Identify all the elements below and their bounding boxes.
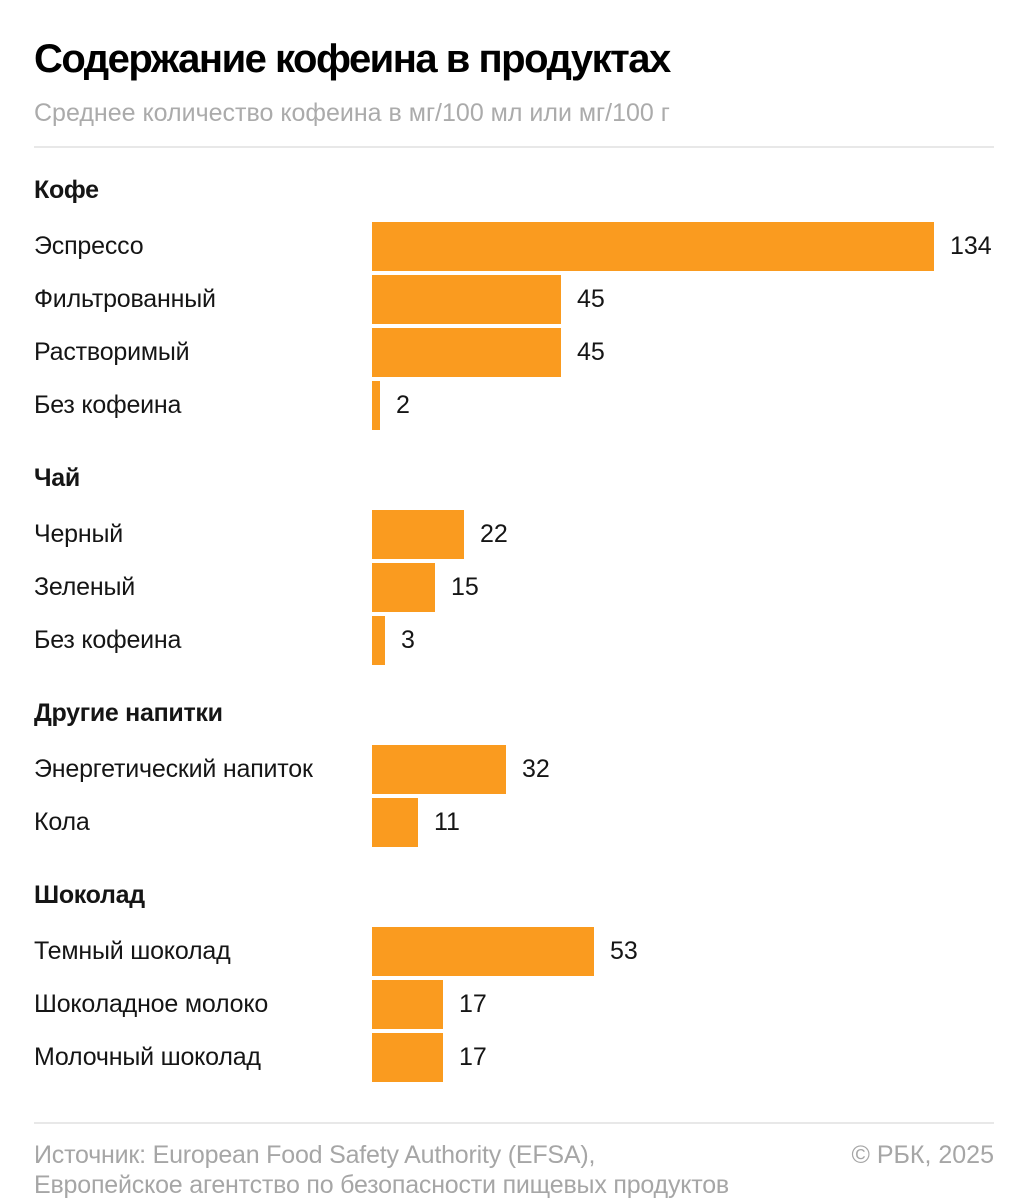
bar-value-label: 15: [451, 573, 479, 601]
bar-label: Фильтрованный: [34, 285, 216, 313]
group-title: Шоколад: [34, 881, 145, 909]
bar: [372, 616, 385, 665]
bar-row: Кола 11: [34, 796, 994, 849]
bar-area: 17: [372, 978, 994, 1031]
bar: [372, 381, 380, 430]
bar: [372, 798, 418, 847]
bar-label: Без кофеина: [34, 626, 182, 654]
bar-area: 45: [372, 326, 994, 379]
bar-row: Черный 22: [34, 508, 994, 561]
bar: [372, 927, 594, 976]
bar-row: Без кофеина 3: [34, 614, 994, 667]
bar-area: 134: [372, 220, 994, 273]
footer: Источник: European Food Safety Authority…: [34, 1140, 994, 1200]
bar-row: Энергетический напиток 32: [34, 743, 994, 796]
bar-row: Эспрессо 134: [34, 220, 994, 273]
header-divider: [34, 146, 994, 148]
bar-label: Эспрессо: [34, 232, 144, 260]
bar-value-label: 45: [577, 285, 605, 313]
bar-value-label: 3: [401, 626, 415, 654]
group-title: Чай: [34, 464, 80, 492]
bar-area: 32: [372, 743, 994, 796]
bar-area: 11: [372, 796, 994, 849]
bar-value-label: 45: [577, 338, 605, 366]
bar: [372, 222, 934, 271]
group-title: Другие напитки: [34, 699, 223, 727]
bar-label: Зеленый: [34, 573, 136, 601]
bar-area: 15: [372, 561, 994, 614]
bar-row: Фильтрованный 45: [34, 273, 994, 326]
chart-group: Чай Черный 22 Зеленый 15 Без кофеина 3: [34, 432, 994, 667]
group-title: Кофе: [34, 176, 99, 204]
chart-body: Кофе Эспрессо 134 Фильтрованный 45 Растворимы…: [34, 148, 994, 1108]
footer-divider: [34, 1122, 994, 1124]
page-subtitle: Среднее количество кофеина в мг/100 мл и…: [34, 99, 670, 127]
bar-area: 3: [372, 614, 994, 667]
chart-group: Шоколад Темный шоколад 53 Шоколадное молоко…: [34, 849, 994, 1084]
bar-area: 2: [372, 379, 994, 432]
bar: [372, 745, 506, 794]
bar-label: Шоколадное молоко: [34, 990, 269, 1018]
bar: [372, 563, 435, 612]
copyright-text: © РБК, 2025: [851, 1141, 994, 1169]
bar-value-label: 17: [459, 1043, 487, 1071]
bar: [372, 510, 464, 559]
bar-row: Молочный шоколад 17: [34, 1031, 994, 1084]
bar-area: 45: [372, 273, 994, 326]
bar: [372, 328, 561, 377]
bar-row: Без кофеина 2: [34, 379, 994, 432]
bar-area: 22: [372, 508, 994, 561]
page-title: Содержание кофеина в продуктах: [34, 37, 671, 81]
bar: [372, 1033, 443, 1082]
bar-area: 17: [372, 1031, 994, 1084]
bar-label: Кола: [34, 808, 90, 836]
bar-value-label: 17: [459, 990, 487, 1018]
bar-value-label: 11: [434, 808, 460, 836]
bar-label: Растворимый: [34, 338, 190, 366]
bar-area: 53: [372, 925, 994, 978]
bar-row: Темный шоколад 53: [34, 925, 994, 978]
bar-row: Зеленый 15: [34, 561, 994, 614]
bar-label: Черный: [34, 520, 124, 548]
bar-value-label: 53: [610, 937, 638, 965]
bar-value-label: 22: [480, 520, 508, 548]
bar-value-label: 32: [522, 755, 550, 783]
bar: [372, 275, 561, 324]
chart-group: Кофе Эспрессо 134 Фильтрованный 45 Растворимы…: [34, 148, 994, 432]
bar-value-label: 134: [950, 232, 992, 260]
bar-label: Энергетический напиток: [34, 755, 313, 783]
bar-label: Молочный шоколад: [34, 1043, 261, 1071]
bar: [372, 980, 443, 1029]
source-text: Источник: European Food Safety Authority…: [34, 1141, 730, 1199]
chart-group: Другие напитки Энергетический напиток 32 Ко…: [34, 667, 994, 849]
bar-value-label: 2: [396, 391, 410, 419]
bar-label: Темный шоколад: [34, 937, 231, 965]
bar-label: Без кофеина: [34, 391, 182, 419]
bar-row: Растворимый 45: [34, 326, 994, 379]
bar-row: Шоколадное молоко 17: [34, 978, 994, 1031]
